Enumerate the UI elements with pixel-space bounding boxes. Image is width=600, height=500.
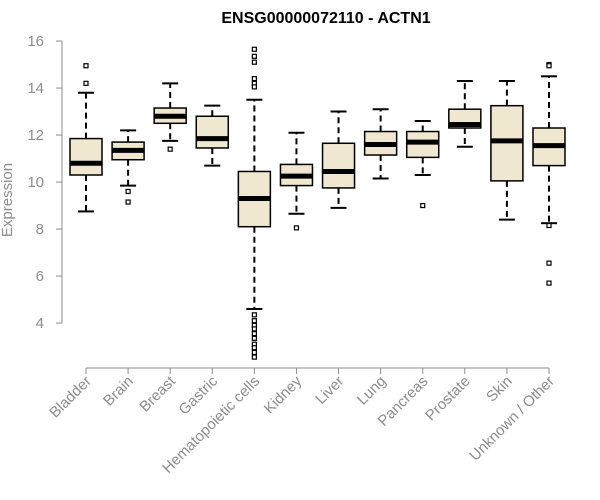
outlier-point (251, 345, 257, 351)
y-tick-label: 8 (36, 221, 44, 238)
x-tick-label: Lung (354, 373, 390, 409)
y-axis: 4 6 8 10 12 14 16 (27, 33, 63, 332)
outlier-point (167, 146, 173, 152)
box-8 (405, 119, 440, 209)
x-tick-label: Liver (312, 373, 347, 408)
outlier-point (251, 331, 257, 337)
outlier-point (546, 280, 552, 286)
box-7 (363, 108, 398, 180)
outlier-point (251, 59, 257, 65)
outlier-point (251, 349, 257, 356)
outlier-point (546, 222, 552, 229)
box-10 (490, 80, 524, 221)
outlier-point (251, 84, 257, 90)
box-9 (448, 80, 482, 148)
chart-title: ENSG00000072110 - ACTN1 (221, 10, 430, 27)
y-axis-label: Expression (0, 163, 16, 237)
outlier-point (251, 53, 257, 59)
x-tick-label: Bladder (46, 373, 95, 422)
outlier-point (83, 63, 89, 69)
outlier-point (83, 80, 89, 86)
outlier-point (125, 188, 131, 195)
outlier-point (251, 318, 257, 324)
x-tick-label: Prostate (422, 373, 474, 425)
box-5 (279, 131, 314, 231)
outlier-point (125, 199, 131, 205)
box-2 (153, 82, 187, 152)
box-11 (532, 61, 566, 286)
box-4 (237, 46, 272, 360)
outlier-point (293, 225, 300, 231)
x-tick-label: Kidney (261, 372, 306, 417)
box-6 (321, 110, 356, 209)
y-tick-label: 16 (27, 33, 44, 50)
outlier-point (251, 326, 257, 332)
y-tick-label: 12 (27, 127, 44, 144)
outlier-point (251, 335, 257, 341)
y-tick-label: 10 (27, 174, 44, 191)
box-0 (69, 63, 103, 213)
box-3 (195, 104, 230, 167)
y-tick-label: 6 (36, 268, 44, 285)
box-iqr (195, 115, 230, 149)
outlier-point (251, 312, 257, 318)
x-tick-label: Breast (136, 372, 179, 415)
box-series (69, 46, 566, 360)
outlier-point (251, 46, 257, 52)
y-tick-label: 4 (36, 315, 44, 332)
outlier-point (251, 354, 257, 360)
box-1 (111, 129, 145, 205)
outlier-point (251, 76, 257, 82)
box-iqr (321, 142, 356, 189)
outlier-point (546, 260, 552, 266)
outlier-point (546, 63, 552, 69)
y-tick-label: 14 (27, 80, 44, 97)
x-tick-label: Brain (100, 373, 137, 410)
outlier-point (420, 202, 426, 209)
x-tick-label: Skin (483, 373, 516, 406)
box-iqr (69, 137, 103, 176)
